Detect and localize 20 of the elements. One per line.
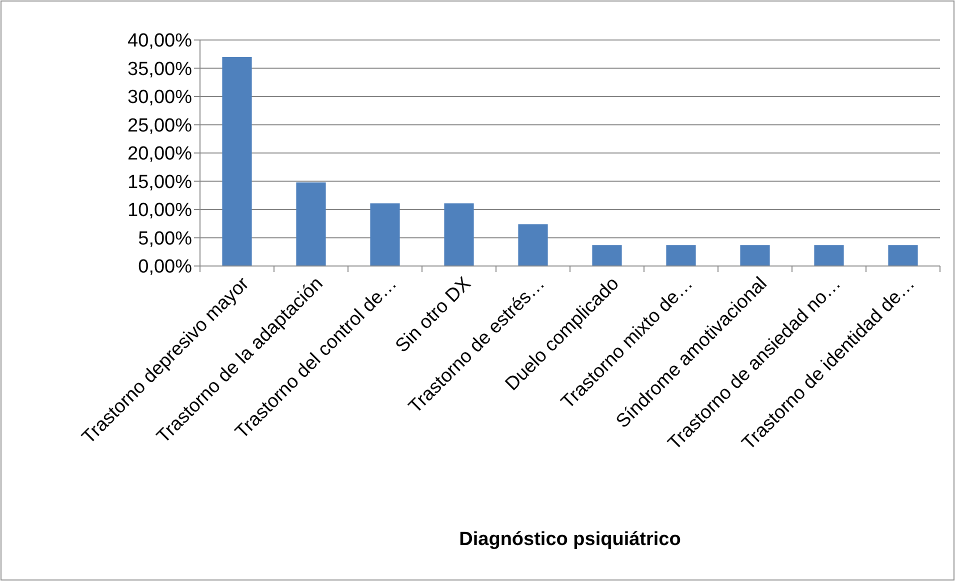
bar xyxy=(296,182,326,266)
y-tick-label: 35,00% xyxy=(128,58,192,80)
y-tick-label: 0,00% xyxy=(138,256,192,278)
bar xyxy=(666,245,696,266)
bar xyxy=(370,203,400,266)
bar xyxy=(518,224,548,266)
y-tick-label: 25,00% xyxy=(128,115,192,136)
bar xyxy=(222,56,252,266)
y-tick-label: 5,00% xyxy=(138,228,192,250)
y-tick-label: 30,00% xyxy=(128,87,192,108)
bar xyxy=(740,245,770,266)
x-axis-title: Diagnóstico psiquiátrico xyxy=(459,529,681,550)
bar xyxy=(888,245,918,266)
y-tick-label: 15,00% xyxy=(128,172,192,193)
bar xyxy=(444,203,474,266)
bar xyxy=(814,245,844,266)
y-tick-label: 10,00% xyxy=(128,200,192,222)
y-tick-label: 40,00% xyxy=(128,30,192,52)
bar xyxy=(592,245,622,266)
y-tick-label: 20,00% xyxy=(128,144,192,165)
